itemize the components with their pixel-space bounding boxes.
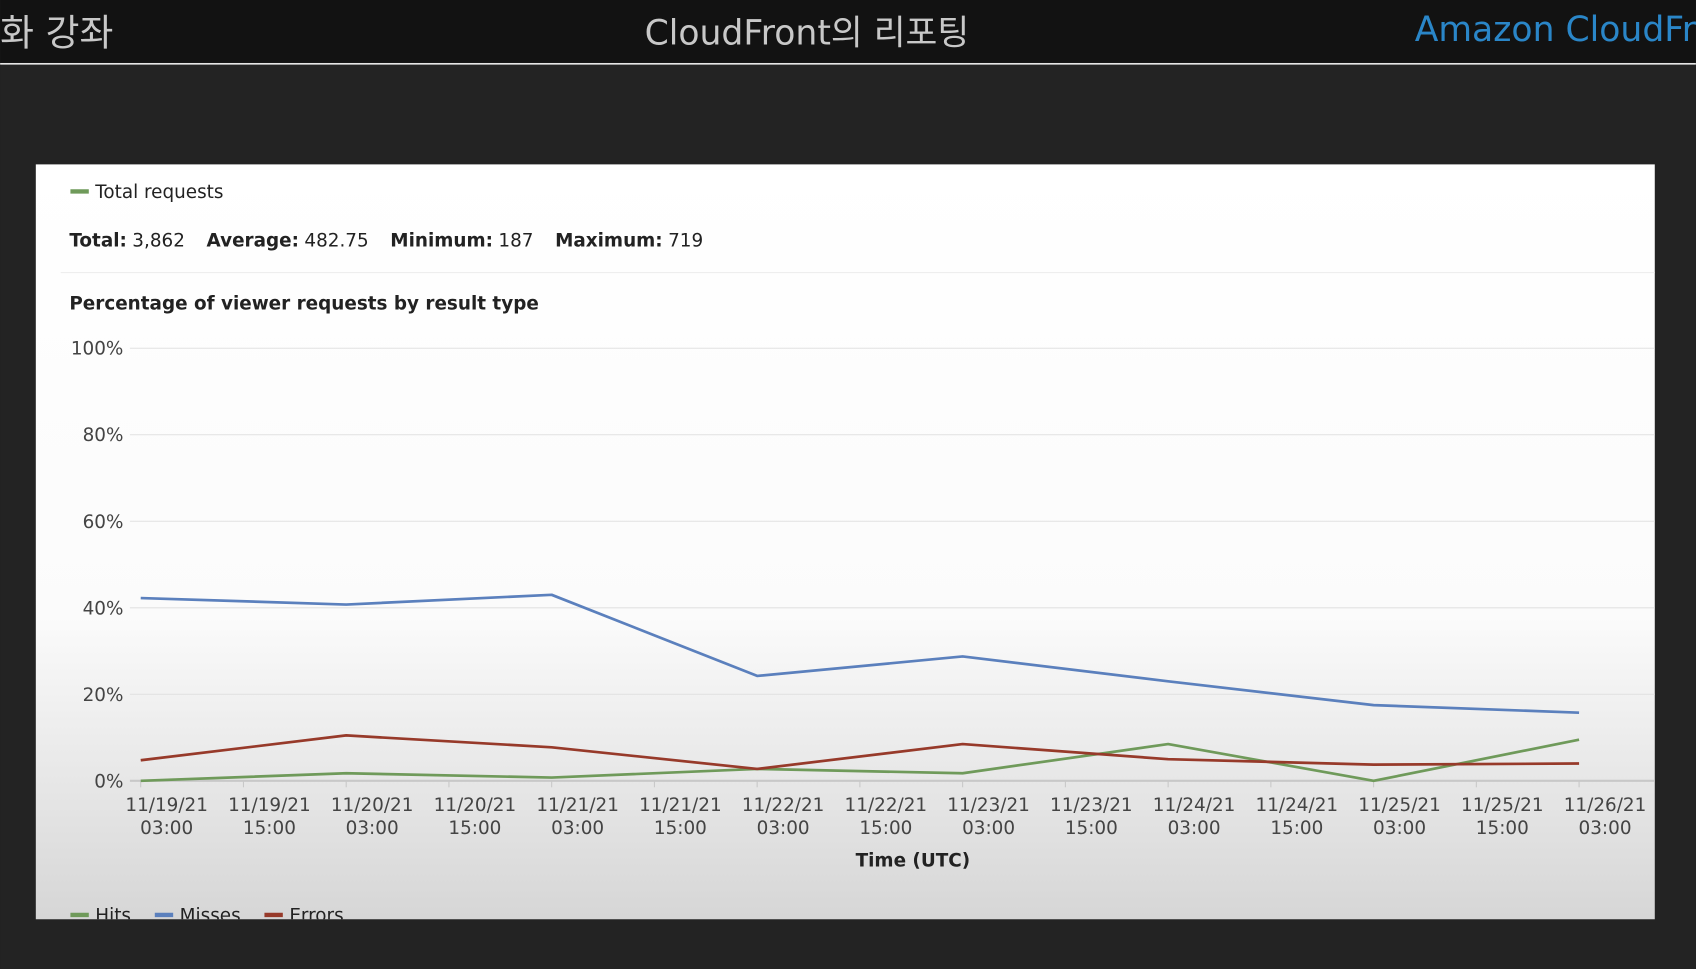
x-tick-label: 11/21/21 03:00 <box>536 794 619 840</box>
stat-label: Total: <box>69 231 127 252</box>
x-tick-label: 11/25/21 03:00 <box>1358 794 1441 840</box>
x-tick-text: 11/22/21 03:00 <box>741 794 825 840</box>
x-tick-text: 11/21/21 15:00 <box>639 794 722 840</box>
legend-label: Errors <box>289 905 343 926</box>
stat-label: Maximum: <box>555 231 663 252</box>
stat-value: 3,862 <box>132 231 185 252</box>
x-tick-text: 11/23/21 15:00 <box>1050 794 1133 840</box>
stat-label: Average: <box>207 231 299 252</box>
stats: Total: 3,862 Average: 482.75 Minimum: 187 Maxi… <box>69 231 703 252</box>
stat-value: 187 <box>498 231 533 252</box>
y-tick-label: 60% <box>83 512 124 533</box>
stat-value: 482.75 <box>304 231 368 252</box>
x-tick-text: 11/25/21 15:00 <box>1460 794 1544 840</box>
x-axis-title: Time (UTC) <box>856 850 971 871</box>
x-tick-label: 11/24/21 03:00 <box>1152 794 1236 840</box>
x-tick-label: 11/22/21 03:00 <box>741 794 825 840</box>
chart-title: Percentage of viewer requests by result … <box>69 293 538 314</box>
y-tick-label: 100% <box>71 339 124 360</box>
x-tick-text: 11/19/21 15:00 <box>228 794 311 840</box>
x-tick-label: 11/23/21 15:00 <box>1050 794 1133 840</box>
x-tick-text: 11/20/21 15:00 <box>433 794 517 840</box>
x-tick-text: 11/25/21 03:00 <box>1358 794 1441 840</box>
y-tick-label: 20% <box>83 685 124 706</box>
x-tick-text: 11/20/21 03:00 <box>330 794 414 840</box>
header-left: 화 강좌 <box>0 11 113 54</box>
x-tick-text: 11/21/21 03:00 <box>536 794 619 840</box>
y-tick-label: 80% <box>83 425 124 446</box>
series-line <box>140 738 1580 783</box>
x-tick-label: 11/26/21 03:00 <box>1563 794 1647 840</box>
x-tick-label: 11/19/21 03:00 <box>125 794 208 840</box>
legend-label: Misses <box>180 905 241 926</box>
x-tick-text: 11/26/21 03:00 <box>1563 794 1647 840</box>
chart-panel <box>35 164 1655 920</box>
x-tick-text: 11/23/21 03:00 <box>947 794 1030 840</box>
stat-value: 719 <box>668 231 703 252</box>
legend: Hits Misses Errors <box>70 905 344 926</box>
x-tick-label: 11/22/21 15:00 <box>844 794 928 840</box>
legend-label: Total requests <box>94 182 223 203</box>
x-tick-label: 11/19/21 15:00 <box>228 794 311 840</box>
x-tick-label: 11/25/21 15:00 <box>1460 794 1544 840</box>
x-tick-label: 11/20/21 15:00 <box>433 794 517 840</box>
stat-label: Minimum: <box>390 231 493 252</box>
x-tick-text: 11/24/21 15:00 <box>1255 794 1339 840</box>
y-tick-label: 0% <box>94 771 123 792</box>
x-tick-label: 11/23/21 03:00 <box>947 794 1030 840</box>
x-tick-text: 11/24/21 03:00 <box>1152 794 1236 840</box>
header-title: CloudFront의 리포팅 <box>645 13 970 53</box>
x-tick-label: 11/21/21 15:00 <box>639 794 722 840</box>
y-tick-label: 40% <box>83 598 124 619</box>
header-bar <box>0 0 1696 63</box>
x-tick-label: 11/20/21 03:00 <box>330 794 414 840</box>
x-tick-label: 11/24/21 15:00 <box>1255 794 1339 840</box>
x-tick-text: 11/22/21 15:00 <box>844 794 928 840</box>
header-right: Amazon CloudFront <box>1415 10 1696 50</box>
legend-label: Hits <box>95 905 131 926</box>
x-tick-text: 11/19/21 03:00 <box>125 794 208 840</box>
series-line <box>140 593 1580 715</box>
series-line <box>140 734 1580 771</box>
